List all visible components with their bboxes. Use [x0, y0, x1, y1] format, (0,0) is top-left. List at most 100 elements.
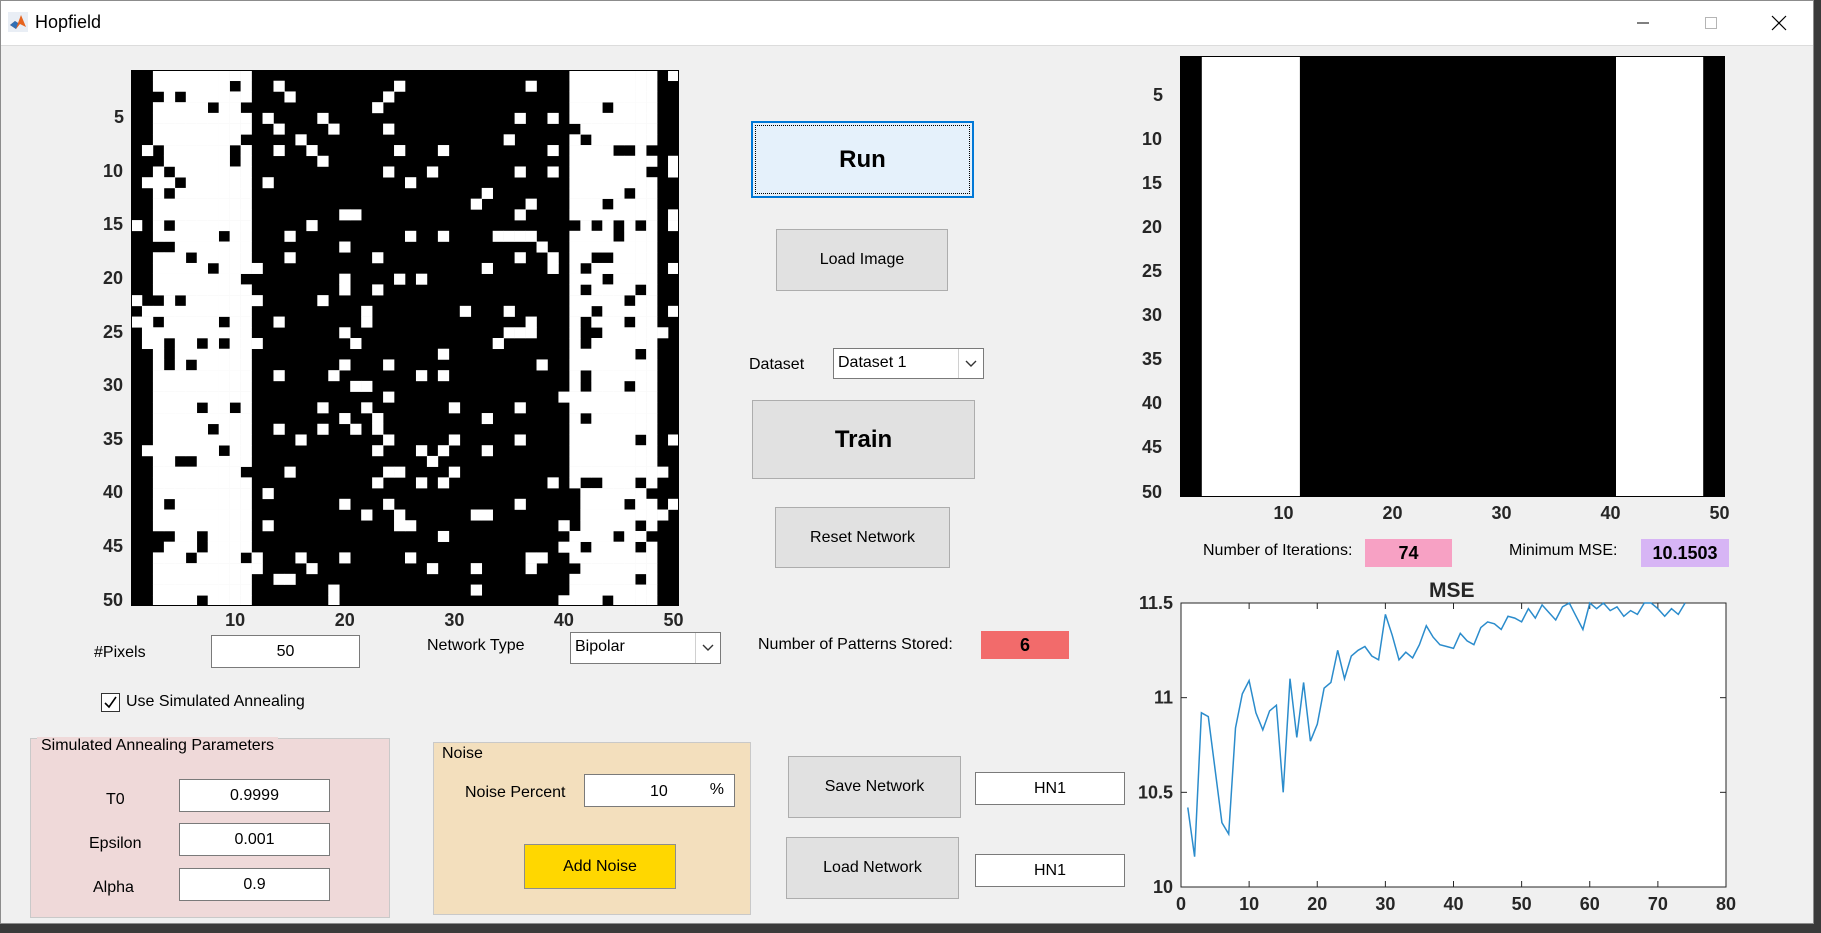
- pixel-cell: [580, 488, 592, 500]
- pixel-cell: [394, 80, 406, 92]
- pixel-cell: [152, 252, 165, 264]
- pixel-cell: [284, 252, 296, 264]
- pixel-cell: [218, 595, 230, 606]
- pixel-cell: [174, 273, 187, 285]
- pixel-cell: [273, 80, 285, 92]
- pixel-cell: [174, 102, 187, 114]
- pixel-cell: [218, 134, 230, 146]
- pixel-cell: [569, 241, 581, 253]
- add-noise-button[interactable]: Add Noise: [524, 844, 676, 889]
- pixel-cell: [646, 230, 658, 242]
- save-network-name-input[interactable]: [975, 772, 1125, 805]
- dataset-select[interactable]: Dataset 1: [833, 348, 984, 379]
- pixel-cell: [470, 563, 483, 575]
- network-type-select[interactable]: Bipolar: [570, 632, 721, 664]
- pixel-cell: [547, 252, 559, 264]
- minimize-button[interactable]: [1609, 1, 1677, 45]
- pixel-cell: [525, 552, 537, 564]
- pixel-cell: [624, 552, 636, 564]
- pixel-cell: [317, 402, 329, 414]
- pixel-cell: [240, 327, 252, 339]
- y-tick-label: 45: [1142, 437, 1163, 458]
- pixel-cell: [646, 91, 658, 103]
- pixel-cell: [602, 541, 614, 553]
- pixel-cell: [635, 262, 647, 274]
- pixel-cell: [207, 316, 219, 328]
- pixel-cell: [163, 423, 176, 435]
- pixel-cell: [240, 380, 252, 392]
- pixel-cell: [152, 509, 165, 521]
- run-button-label: Run: [839, 145, 886, 173]
- pixel-cell: [229, 241, 241, 253]
- alpha-input[interactable]: [179, 868, 330, 901]
- pixels-input[interactable]: [211, 635, 360, 668]
- pixel-cell: [591, 187, 603, 199]
- pixel-cell: [635, 273, 647, 285]
- pixel-cell: [152, 187, 165, 199]
- pixel-cell: [569, 177, 581, 189]
- pixel-cell: [185, 563, 198, 575]
- x-tick-label: 40: [1443, 894, 1463, 914]
- pixel-cell: [668, 220, 679, 232]
- pixel-cell: [229, 359, 241, 371]
- pixel-cell: [591, 70, 603, 82]
- pixel-cell: [613, 187, 625, 199]
- run-button[interactable]: Run: [751, 121, 974, 198]
- pixel-cell: [251, 295, 263, 307]
- pixel-cell: [481, 262, 493, 274]
- pixel-cell: [591, 541, 603, 553]
- pixel-cell: [185, 123, 198, 135]
- pixel-cell: [240, 530, 252, 542]
- load-network-name-input[interactable]: [975, 854, 1125, 887]
- simulated-annealing-checkbox[interactable]: [101, 693, 120, 712]
- pixel-cell: [174, 338, 187, 350]
- pixel-cell: [196, 241, 209, 253]
- pixel-cell: [207, 295, 219, 307]
- train-button[interactable]: Train: [752, 400, 975, 479]
- pixel-cell: [218, 262, 230, 274]
- pixel-cell: [624, 91, 636, 103]
- pixel-cell: [141, 145, 154, 157]
- pixel-cell: [207, 541, 219, 553]
- pixel-cell: [613, 316, 625, 328]
- x-tick-label: 30: [1375, 894, 1395, 914]
- x-tick-label: 30: [1491, 503, 1512, 523]
- pixel-cell: [174, 541, 187, 553]
- close-button[interactable]: [1745, 1, 1813, 45]
- pixel-cell: [218, 455, 230, 467]
- reset-network-button[interactable]: Reset Network: [775, 507, 950, 568]
- pixel-cell: [646, 241, 658, 253]
- pixel-cell: [218, 220, 230, 232]
- x-tick-label: 70: [1648, 894, 1668, 914]
- pixel-cell: [229, 488, 241, 500]
- pixel-cell: [152, 413, 165, 425]
- pixel-cell: [229, 423, 241, 435]
- pixel-cell: [152, 209, 165, 221]
- save-network-button[interactable]: Save Network: [788, 756, 961, 818]
- pixel-cell: [229, 348, 241, 360]
- pixel-cell: [602, 80, 614, 92]
- axes-frame: [131, 70, 679, 606]
- pixel-cell: [174, 488, 187, 500]
- pixel-cell: [613, 573, 625, 585]
- pixel-cell: [569, 91, 581, 103]
- pixel-cell: [613, 295, 625, 307]
- epsilon-input[interactable]: [179, 823, 330, 856]
- load-image-button[interactable]: Load Image: [776, 229, 948, 291]
- noise-percent-input[interactable]: 10 %: [584, 774, 735, 807]
- pixel-cell: [536, 552, 548, 564]
- pixel-cell: [240, 220, 252, 232]
- pixel-cell: [646, 273, 658, 285]
- pixel-cell: [569, 595, 581, 606]
- load-network-button[interactable]: Load Network: [786, 837, 959, 899]
- chevron-down-icon: [958, 349, 983, 378]
- pixel-cell: [580, 552, 592, 564]
- pixel-cell: [635, 252, 647, 264]
- t0-input[interactable]: [179, 779, 330, 812]
- pixel-cell: [174, 230, 187, 242]
- pixel-cell: [207, 573, 219, 585]
- maximize-button[interactable]: [1677, 1, 1745, 45]
- pixel-cell: [635, 509, 647, 521]
- pixel-cell: [481, 509, 493, 521]
- pixel-cell: [163, 155, 176, 167]
